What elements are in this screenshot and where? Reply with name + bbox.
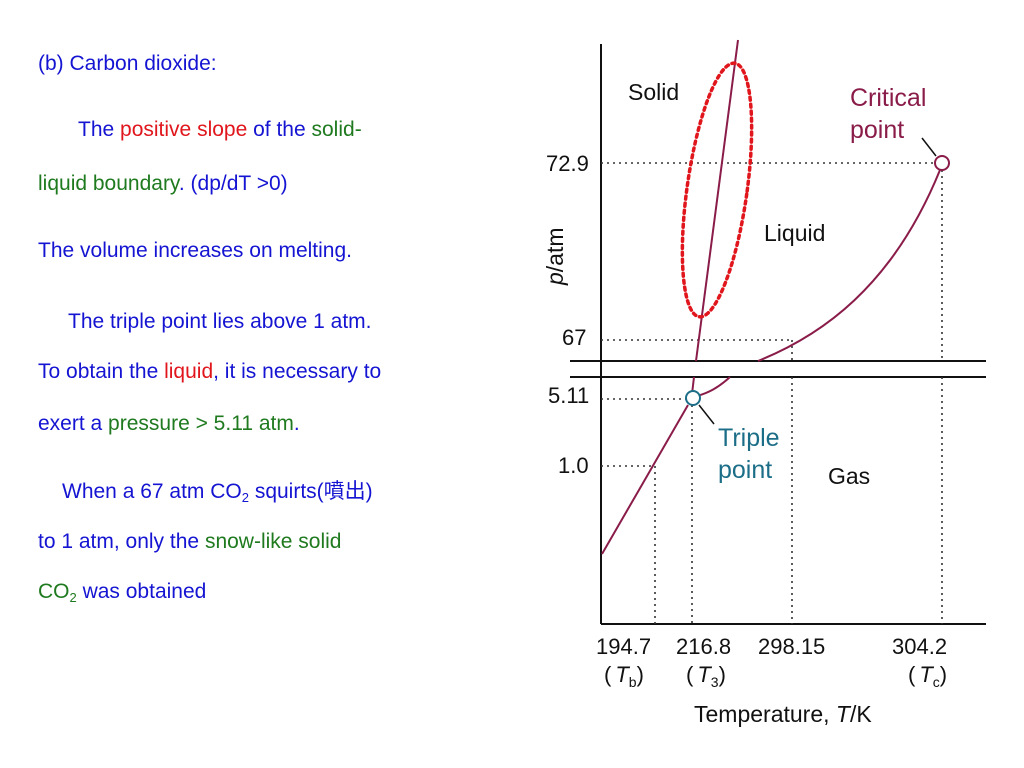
x-sublabel-tb: (Tb) xyxy=(604,662,644,690)
x-tick-194-7: 194.7 xyxy=(596,634,651,659)
heading: (b) Carbon dioxide: xyxy=(38,52,217,75)
sublimation-curve xyxy=(601,404,689,555)
guide-lines xyxy=(601,162,943,624)
squirt-line3: CO2 was obtained xyxy=(38,580,207,605)
triple-point-marker xyxy=(685,390,701,406)
x-sublabel-t3: (T3) xyxy=(686,662,726,690)
co2-phase-diagram: Solid Liquid Gas Critical point Triple p… xyxy=(520,30,1020,740)
y-tick-72-9: 72.9 xyxy=(546,151,589,176)
triple-point-line3: exert a pressure > 5.11 atm. xyxy=(38,412,300,435)
x-axis-title: Temperature, T/K xyxy=(694,701,872,727)
y-tick-67: 67 xyxy=(562,325,586,350)
liquid-word: liquid xyxy=(164,360,214,383)
triple-point-line2: To obtain the liquid, it is necessary to xyxy=(38,360,382,383)
solid-liquid-boundary-upper xyxy=(695,39,739,362)
vaporization-curve-lower xyxy=(696,376,731,397)
positive-slope-phrase: positive slope xyxy=(120,118,248,141)
squirt-line1: When a 67 atm CO2 squirts(噴出) xyxy=(62,480,373,505)
phase-boundaries xyxy=(601,39,941,555)
x-sublabel-tc: (Tc) xyxy=(908,662,947,690)
x-tick-216-8: 216.8 xyxy=(676,634,731,659)
y-tick-5-11: 5.11 xyxy=(548,383,589,408)
critical-point-marker xyxy=(934,155,950,171)
y-axis-title: p/atm xyxy=(542,227,568,286)
x-tick-304-2: 304.2 xyxy=(892,634,947,659)
y-tick-1-0: 1.0 xyxy=(558,453,589,478)
gas-region-label: Gas xyxy=(828,463,870,489)
squirt-line2: to 1 atm, only the snow-like solid xyxy=(38,530,342,553)
solid-region-label: Solid xyxy=(628,79,679,105)
triple-point-line1: The triple point lies above 1 atm. xyxy=(68,310,372,333)
slope-paragraph-line1: The positive slope of the solid- xyxy=(78,118,362,141)
x-tick-298-15: 298.15 xyxy=(758,634,825,659)
critical-point-label-line2: point xyxy=(850,116,904,144)
critical-point-pointer xyxy=(921,137,937,157)
vaporization-curve-upper xyxy=(757,169,941,362)
highlight-ellipse xyxy=(680,61,754,319)
volume-statement: The volume increases on melting. xyxy=(38,239,352,262)
liquid-region-label: Liquid xyxy=(764,220,825,246)
phase-diagram-svg: Solid Liquid Gas Critical point Triple p… xyxy=(542,39,986,727)
slope-paragraph-line2: liquid boundary. (dp/dT >0) xyxy=(38,172,288,195)
triple-point-pointer xyxy=(698,404,715,425)
critical-point-label-line1: Critical xyxy=(850,84,926,112)
triple-point-label-line1: Triple xyxy=(718,424,780,452)
triple-point-label-line2: point xyxy=(718,456,772,484)
